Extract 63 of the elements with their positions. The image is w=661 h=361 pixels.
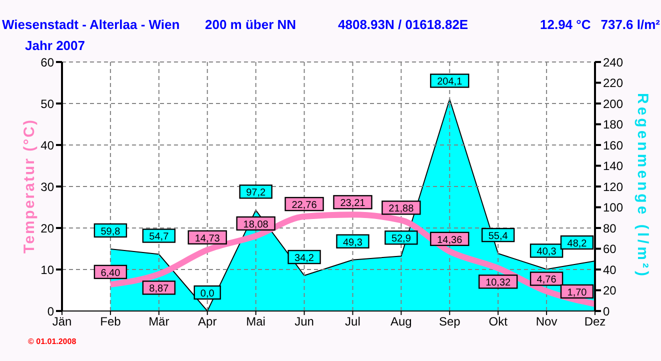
y-tick-label: 40	[40, 138, 54, 152]
x-tick-label: Nov	[536, 314, 558, 329]
data-label: 18,08	[243, 219, 269, 230]
x-tick-label: Mär	[148, 314, 170, 329]
data-label: 204,1	[437, 76, 463, 88]
text: 737.6 l/m²	[600, 17, 660, 32]
data-label: 52,9	[391, 234, 412, 245]
data-label: 59,8	[100, 226, 121, 238]
y2-tick-label: 20	[603, 284, 617, 298]
text: 4808.93N / 01618.82E	[338, 17, 468, 32]
y2-tick-label: 80	[603, 221, 617, 236]
y2-tick-label: 220	[603, 76, 624, 90]
y2-tick-label: 180	[603, 118, 624, 132]
data-label: 6,40	[100, 268, 121, 279]
x-tick-label: Jun	[294, 314, 314, 329]
text: © 01.01.2008	[28, 337, 76, 346]
y-tick-label: 50	[40, 96, 54, 111]
data-label: 8,87	[149, 284, 170, 295]
data-label: 10,32	[486, 278, 512, 289]
y-tick-label: 60	[40, 55, 54, 70]
data-label: 14,36	[437, 234, 463, 246]
x-tick-label: Jän	[52, 314, 72, 329]
text: 200 m über NN	[205, 17, 296, 32]
x-tick-label: Mai	[246, 314, 266, 329]
data-label: 22,76	[292, 200, 318, 212]
chart-subtitle: Jahr 2007	[25, 38, 85, 53]
data-label: 1,70	[567, 287, 588, 298]
data-label: 55,4	[488, 231, 508, 242]
y2-axis-title: Regenmenge (l/m²)	[634, 92, 651, 280]
x-tick-label: Apr	[198, 314, 217, 329]
x-tick-label: Jul	[345, 314, 360, 329]
data-label: 0,0	[200, 288, 215, 300]
y-tick-label: 20	[40, 221, 54, 236]
data-label: 54,7	[149, 232, 170, 243]
y2-tick-label: 120	[603, 180, 624, 194]
data-label: 34,2	[294, 253, 314, 264]
data-label: 23,21	[340, 198, 366, 210]
data-label: 40,3	[536, 246, 557, 258]
y2-tick-label: 140	[603, 159, 624, 174]
y2-tick-label: 0	[603, 304, 610, 318]
data-label: 97,2	[246, 188, 266, 199]
x-tick-label: Dez	[584, 314, 606, 329]
y2-tick-label: 60	[603, 242, 617, 256]
x-tick-label: Feb	[100, 314, 122, 329]
data-label: 21,88	[388, 204, 414, 215]
y2-tick-label: 40	[603, 262, 617, 277]
x-tick-label: Aug	[390, 314, 412, 329]
text: 12.94 °C	[540, 17, 591, 32]
data-label: 49,3	[342, 237, 363, 248]
data-label: 48,2	[567, 238, 588, 250]
y-tick-label: 10	[40, 262, 54, 277]
y2-tick-label: 160	[603, 138, 624, 152]
y-tick-label: 0	[47, 304, 54, 318]
data-label: 14,73	[194, 233, 220, 244]
y-tick-label: 30	[40, 180, 54, 194]
y2-tick-label: 100	[603, 200, 624, 215]
y-axis-title: Temperatur (°C)	[21, 118, 38, 254]
x-tick-label: Sep	[438, 314, 461, 329]
y2-tick-label: 240	[603, 55, 624, 70]
x-tick-label: Okt	[488, 314, 508, 329]
data-label: 4,76	[536, 274, 557, 286]
y2-tick-label: 200	[603, 96, 624, 111]
chart-title: Wiesenstadt - Alterlaa - Wien	[2, 17, 180, 32]
